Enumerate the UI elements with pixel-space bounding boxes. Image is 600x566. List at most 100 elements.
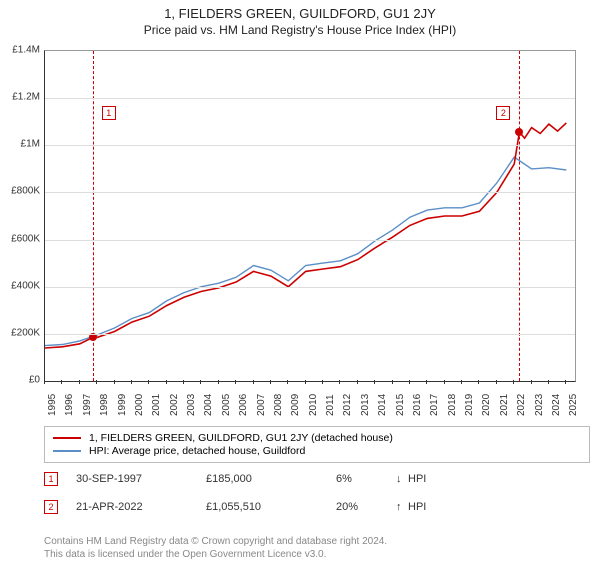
x-axis-tick: [183, 380, 184, 384]
x-axis-tick-label: 2013: [360, 394, 371, 416]
marker-number-box: 1: [102, 106, 116, 120]
x-axis-tick-label: 2025: [568, 394, 579, 416]
sale-marker-box: 2: [44, 500, 58, 514]
x-axis-tick-label: 2014: [377, 394, 388, 416]
gridline: [45, 334, 575, 335]
x-axis-tick-label: 2001: [151, 394, 162, 416]
sale-pct: 6%: [336, 473, 396, 485]
x-axis-tick-label: 2019: [464, 394, 475, 416]
footer-attribution: Contains HM Land Registry data © Crown c…: [44, 536, 387, 561]
x-axis-tick-label: 2002: [169, 394, 180, 416]
x-axis-tick: [253, 380, 254, 384]
gridline: [45, 145, 575, 146]
x-axis-tick-label: 2004: [203, 394, 214, 416]
legend-label: 1, FIELDERS GREEN, GUILDFORD, GU1 2JY (d…: [89, 432, 393, 444]
legend-item: 1, FIELDERS GREEN, GUILDFORD, GU1 2JY (d…: [53, 432, 581, 444]
gridline: [45, 98, 575, 99]
x-axis-tick: [513, 380, 514, 384]
legend: 1, FIELDERS GREEN, GUILDFORD, GU1 2JY (d…: [44, 426, 590, 463]
x-axis-tick-label: 1995: [47, 394, 58, 416]
x-axis-tick: [565, 380, 566, 384]
x-axis-tick: [61, 380, 62, 384]
x-axis-tick-label: 2006: [238, 394, 249, 416]
x-axis-tick-label: 2020: [481, 394, 492, 416]
sale-price: £185,000: [206, 473, 336, 485]
line-chart-svg: [45, 51, 575, 381]
gridline: [45, 287, 575, 288]
x-axis-tick-label: 2003: [186, 394, 197, 416]
x-axis-tick: [114, 380, 115, 384]
x-axis-tick-label: 2021: [499, 394, 510, 416]
sale-date: 21-APR-2022: [76, 501, 206, 513]
legend-item: HPI: Average price, detached house, Guil…: [53, 445, 581, 457]
y-axis-tick-label: £400K: [4, 280, 40, 291]
x-axis-tick-label: 2017: [429, 394, 440, 416]
sale-row: 1 30-SEP-1997 £185,000 6% ↓ HPI: [44, 472, 574, 486]
legend-swatch: [53, 437, 81, 439]
y-axis-tick-label: £1.2M: [4, 92, 40, 103]
x-axis-tick-label: 2016: [412, 394, 423, 416]
x-axis-tick: [287, 380, 288, 384]
footer-line: Contains HM Land Registry data © Crown c…: [44, 536, 387, 549]
sale-hpi-label: HPI: [408, 501, 438, 513]
x-axis-tick: [235, 380, 236, 384]
x-axis-tick-label: 2023: [534, 394, 545, 416]
y-axis-tick-label: £1.4M: [4, 45, 40, 56]
chart-subtitle: Price paid vs. HM Land Registry's House …: [0, 23, 600, 37]
x-axis-tick: [44, 380, 45, 384]
x-axis-tick: [339, 380, 340, 384]
x-axis-tick-label: 2009: [290, 394, 301, 416]
legend-label: HPI: Average price, detached house, Guil…: [89, 445, 305, 457]
x-axis-tick: [426, 380, 427, 384]
sale-row: 2 21-APR-2022 £1,055,510 20% ↑ HPI: [44, 500, 574, 514]
x-axis-tick-label: 2005: [221, 394, 232, 416]
x-axis-tick-label: 2018: [447, 394, 458, 416]
x-axis-tick-label: 2012: [342, 394, 353, 416]
gridline: [45, 192, 575, 193]
x-axis-tick: [270, 380, 271, 384]
series-hpi-line: [45, 157, 566, 346]
sale-pct: 20%: [336, 501, 396, 513]
x-axis-tick: [392, 380, 393, 384]
y-axis-tick-label: £0: [4, 375, 40, 386]
sale-marker-box: 1: [44, 472, 58, 486]
x-axis-tick: [322, 380, 323, 384]
x-axis-tick: [531, 380, 532, 384]
x-axis-tick: [548, 380, 549, 384]
series-price-paid-line: [45, 123, 566, 348]
x-axis-tick: [148, 380, 149, 384]
x-axis-tick: [374, 380, 375, 384]
x-axis-tick: [496, 380, 497, 384]
x-axis-tick-label: 1996: [64, 394, 75, 416]
x-axis-tick: [478, 380, 479, 384]
x-axis-tick-label: 2015: [395, 394, 406, 416]
x-axis-tick: [409, 380, 410, 384]
x-axis-tick: [79, 380, 80, 384]
y-axis-tick-label: £600K: [4, 233, 40, 244]
x-axis-tick-label: 1999: [117, 394, 128, 416]
legend-swatch: [53, 450, 81, 452]
marker-vertical-line: [519, 51, 520, 381]
x-axis-tick: [218, 380, 219, 384]
plot-area: [44, 50, 576, 382]
x-axis-tick-label: 2024: [551, 394, 562, 416]
x-axis-tick-label: 2022: [516, 394, 527, 416]
x-axis-tick-label: 1997: [82, 394, 93, 416]
x-axis-tick: [444, 380, 445, 384]
x-axis-tick: [357, 380, 358, 384]
x-axis-tick: [200, 380, 201, 384]
x-axis-tick-label: 2008: [273, 394, 284, 416]
gridline: [45, 240, 575, 241]
marker-vertical-line: [93, 51, 94, 381]
chart-title: 1, FIELDERS GREEN, GUILDFORD, GU1 2JY: [0, 6, 600, 21]
x-axis-tick-label: 2011: [325, 394, 336, 416]
sale-hpi-label: HPI: [408, 473, 438, 485]
y-axis-tick-label: £800K: [4, 186, 40, 197]
x-axis-tick-label: 2000: [134, 394, 145, 416]
x-axis-tick: [305, 380, 306, 384]
y-axis-tick-label: £1M: [4, 139, 40, 150]
up-arrow-icon: ↑: [396, 501, 408, 513]
x-axis-tick: [461, 380, 462, 384]
down-arrow-icon: ↓: [396, 473, 408, 485]
marker-number-box: 2: [496, 106, 510, 120]
